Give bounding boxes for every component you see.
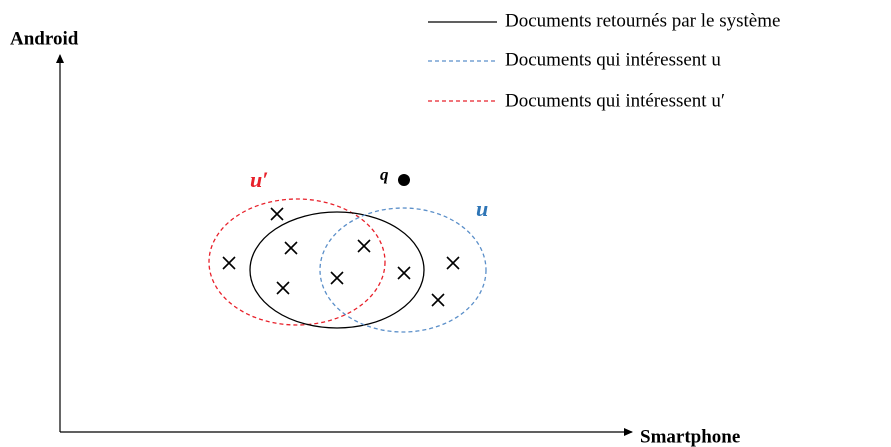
cross [222, 207, 460, 307]
legend-text: Documents qui intéressent u [505, 49, 721, 70]
crosses [222, 207, 460, 307]
query-point [398, 174, 410, 186]
blue-ellipse [319, 207, 487, 333]
query-label: q⃗ [380, 165, 402, 184]
u-prime-label: u′ [250, 167, 268, 192]
red-ellipse [208, 198, 386, 326]
legend-text: Documents qui intéressent u′ [505, 90, 725, 111]
u-label: u [476, 196, 488, 221]
legend-text: Documents retournés par le système [505, 10, 780, 31]
x-axis-label: Smartphone [640, 426, 740, 447]
y-axis-label: Android [10, 28, 79, 49]
black-ellipse [249, 211, 425, 329]
